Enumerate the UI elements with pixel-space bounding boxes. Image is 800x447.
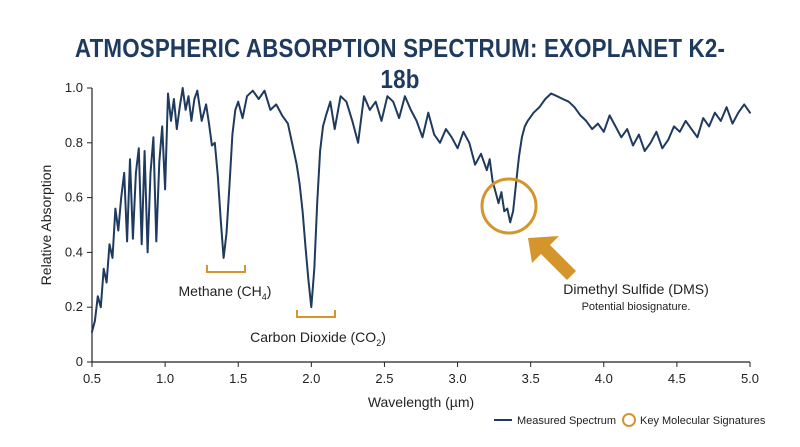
x-tick-label: 2.5 [375,371,393,386]
x-tick-label: 2.0 [302,371,320,386]
legend-measured-spectrum: Measured Spectrum [517,415,616,427]
y-axis-label: Relative Absorption [38,165,54,286]
legend-key-signatures: Key Molecular Signatures [640,415,766,427]
dms-label: Dimethyl Sulfide (DMS) [563,281,708,297]
x-tick-label: 1.5 [229,371,247,386]
x-tick-label: 4.0 [595,371,613,386]
dms-arrow-icon [528,236,576,280]
y-ticks: 0 0.2 0.4 0.6 0.8 1.0 [65,80,92,369]
axes [91,88,750,363]
chart-title: ATMOSPHERIC ABSORPTION SPECTRUM: EXOPLAN… [74,33,726,94]
x-tick-label: 3.5 [522,371,540,386]
legend: Measured Spectrum Key Molecular Signatur… [494,413,766,427]
dms-highlight-circle [480,177,538,235]
methane-bracket [206,265,246,273]
x-tick-label: 4.5 [668,371,686,386]
y-tick-label: 0 [76,354,83,369]
dms-note: Potential biosignature. [582,301,691,313]
x-tick-label: 5.0 [741,371,759,386]
legend-circle-swatch [622,413,636,427]
x-axis-label: Wavelength (µm) [368,394,474,410]
x-tick-label: 3.0 [449,371,467,386]
methane-label: Methane (CH4) [179,283,272,302]
y-tick-label: 0.2 [65,299,83,314]
series-measured-spectrum [91,87,751,333]
x-tick-label: 0.5 [83,371,101,386]
co2-label: Carbon Dioxide (CO2) [250,329,386,348]
y-tick-label: 0.8 [65,135,83,150]
co2-bracket [296,310,336,318]
x-ticks: 0.5 1.0 1.5 2.0 2.5 3.0 3.5 4.0 4.5 5.0 [83,362,759,386]
y-tick-label: 0.6 [65,190,83,205]
y-tick-label: 1.0 [65,80,83,95]
y-tick-label: 0.4 [65,244,83,259]
x-tick-label: 1.0 [156,371,174,386]
